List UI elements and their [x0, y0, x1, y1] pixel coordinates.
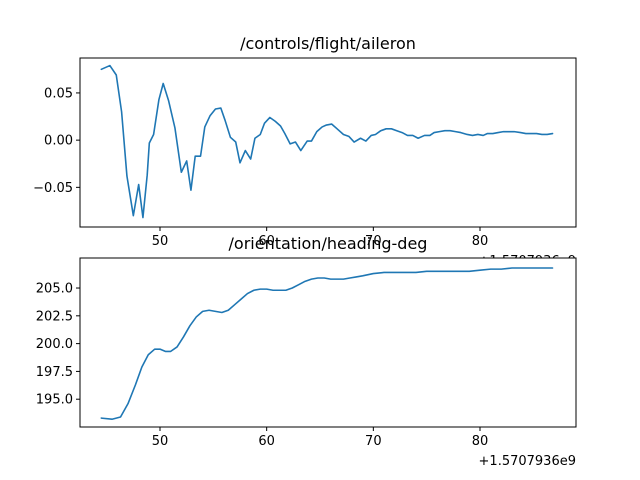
- y-tick-label: 0.00: [44, 134, 73, 149]
- series-line-1: [100, 267, 554, 421]
- chart-title: /controls/flight/aileron: [240, 34, 416, 53]
- subplot-1: /controls/flight/aileron 50 60 70 80 −0.05 0.0…: [33, 34, 577, 269]
- chart-title: /orientation/heading-deg: [229, 234, 428, 253]
- subplots: /controls/flight/aileron 50 60 70 80 −0.05 0.0…: [33, 34, 577, 469]
- subplot-2: /orientation/heading-deg 50 60 70 80 195.0 197…: [36, 234, 577, 469]
- plot-area-frame: [79, 257, 577, 428]
- x-tick-label: 80: [472, 234, 489, 249]
- y-tick-label: 200.0: [36, 337, 73, 352]
- y-tick-label: 0.05: [44, 86, 73, 101]
- x-tick-label: 60: [258, 434, 275, 449]
- x-tick-label: 70: [365, 234, 382, 249]
- plot-area-frame: [79, 57, 577, 228]
- y-tick-label: 205.0: [36, 282, 73, 297]
- y-tick-label: −0.05: [33, 181, 73, 196]
- x-offset-label: +1.5707936e9: [479, 454, 576, 469]
- series-line-1: [100, 64, 554, 219]
- x-tick-label: 60: [258, 234, 275, 249]
- x-tick-label: 50: [152, 234, 169, 249]
- y-tick-label: 202.5: [36, 309, 73, 324]
- y-tick-label: 197.5: [36, 365, 73, 380]
- x-tick-label: 80: [472, 434, 489, 449]
- y-tick-label: 195.0: [36, 393, 73, 408]
- x-tick-label: 70: [365, 434, 382, 449]
- x-tick-label: 50: [152, 434, 169, 449]
